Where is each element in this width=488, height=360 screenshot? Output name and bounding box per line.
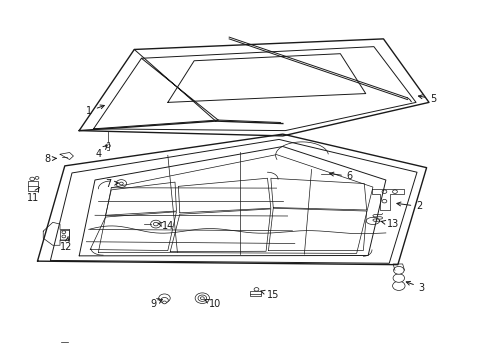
Circle shape [62,235,65,238]
Circle shape [119,182,123,185]
Circle shape [150,220,161,228]
Text: 4: 4 [95,145,107,158]
Bar [250,291,260,296]
Circle shape [195,293,209,303]
Text: 3: 3 [406,282,424,293]
Bar [28,181,39,191]
Text: 6: 6 [329,171,352,181]
Circle shape [254,288,258,291]
Text: 1: 1 [85,105,104,116]
Circle shape [105,144,110,148]
Circle shape [116,180,126,188]
Text: 11: 11 [26,188,39,203]
Circle shape [381,199,386,203]
Circle shape [392,274,404,282]
Text: 7: 7 [104,179,118,189]
Text: 15: 15 [260,290,279,300]
Circle shape [392,190,397,193]
Circle shape [62,231,65,234]
Text: 10: 10 [204,299,221,309]
Text: 9: 9 [150,299,162,309]
Text: 2: 2 [396,202,422,211]
Bar [60,230,68,240]
Text: 5: 5 [418,94,436,104]
Circle shape [200,297,204,300]
Circle shape [198,295,206,301]
Text: 13: 13 [381,219,398,229]
Text: 8: 8 [44,154,56,164]
Circle shape [159,294,170,302]
Circle shape [393,266,403,274]
Circle shape [153,222,158,226]
Circle shape [162,301,166,304]
Circle shape [30,177,35,181]
Circle shape [160,297,168,303]
Circle shape [35,176,39,179]
Circle shape [392,281,404,291]
Circle shape [381,190,386,193]
Text: 12: 12 [60,237,72,252]
Text: 14: 14 [158,221,174,231]
